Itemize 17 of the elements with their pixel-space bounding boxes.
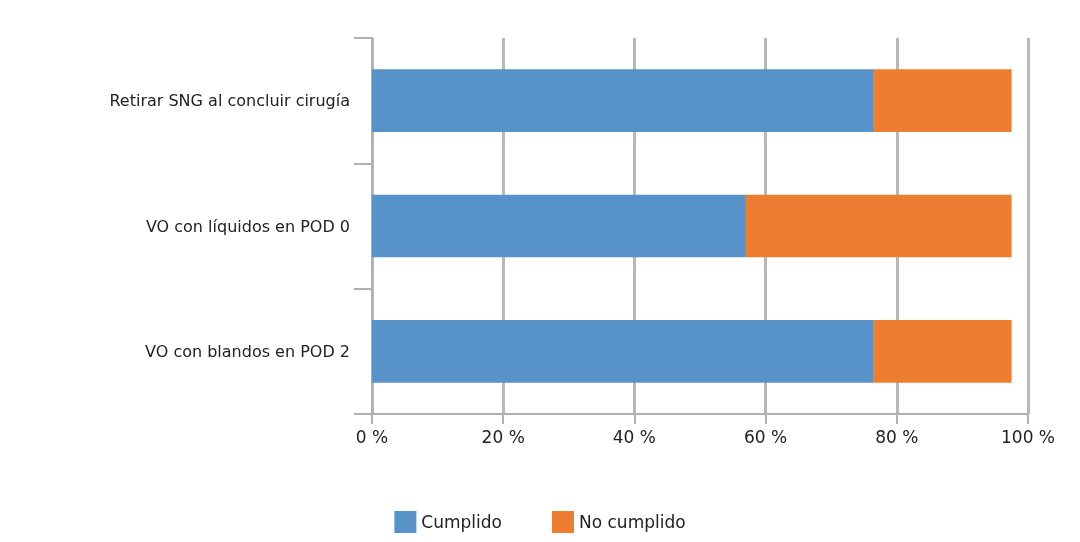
x-tick-label: 100 %: [1000, 426, 1056, 447]
x-tick-label: 60 %: [744, 426, 788, 447]
bar: [873, 69, 1012, 132]
y-tick-label: VO con líquidos en POD 0: [145, 216, 350, 236]
bar: [372, 194, 746, 258]
x-tick-label: 20 %: [481, 426, 525, 447]
bar: [372, 69, 874, 132]
bar: [873, 320, 1012, 383]
y-tick-label: Retirar SNG al concluir cirugía: [109, 91, 350, 111]
x-tick-label: 0 %: [355, 426, 389, 447]
legend-label: Cumplido: [421, 512, 503, 532]
x-tick-label: 80 %: [875, 426, 919, 447]
x-tick-label: 40 %: [612, 426, 656, 447]
bar: [745, 194, 1012, 258]
bar: [372, 320, 874, 383]
legend-label: No cumplido: [579, 512, 686, 532]
y-tick-label: VO con blandos en POD 2: [145, 341, 350, 361]
